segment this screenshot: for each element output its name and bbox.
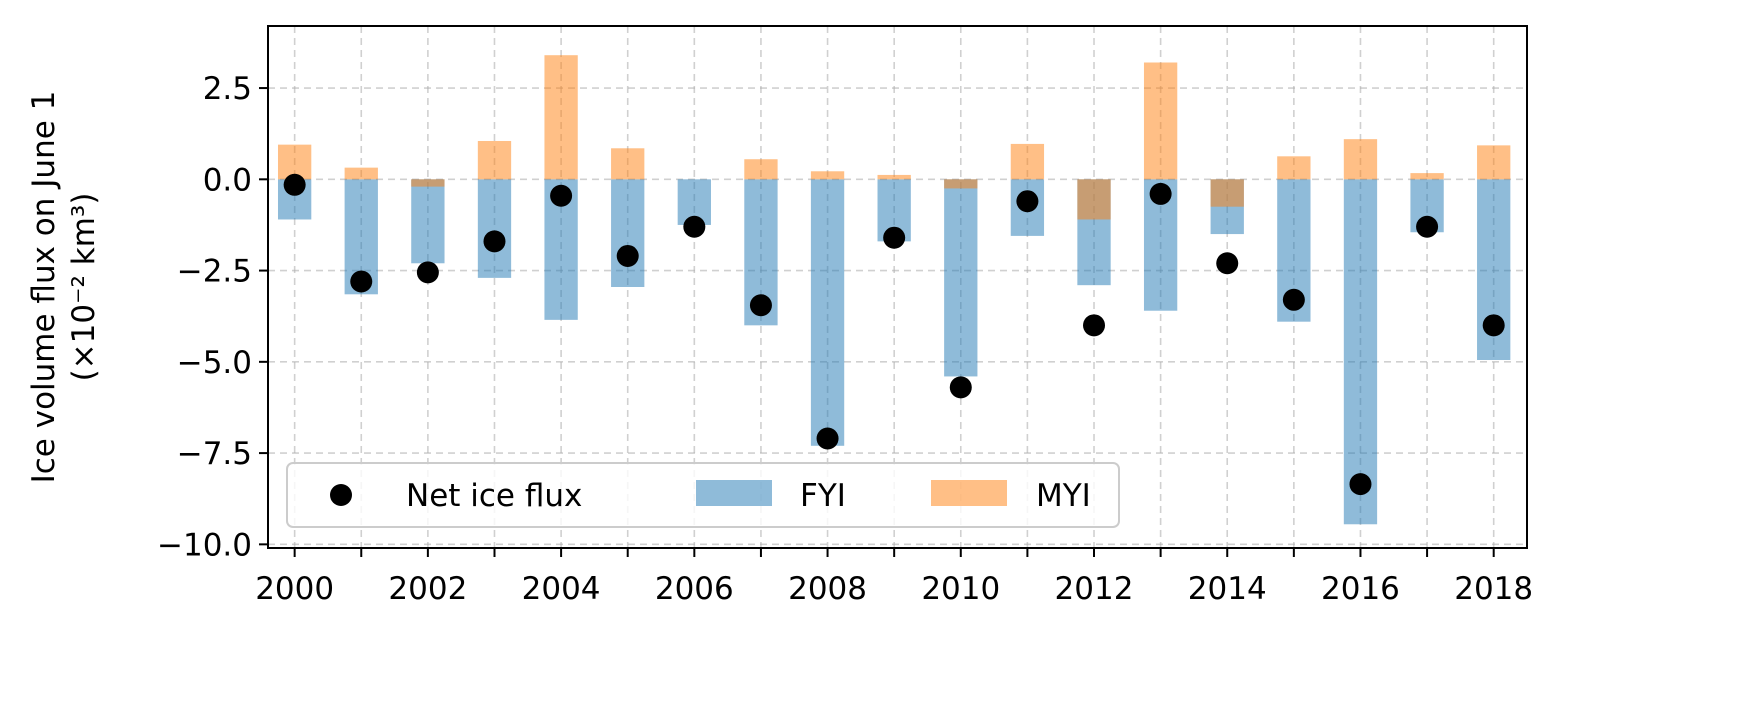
- x-tick-label: 2014: [1188, 571, 1267, 607]
- bar-myi: [1210, 179, 1244, 207]
- bar-myi: [611, 148, 645, 180]
- net-flux-point: [1216, 252, 1239, 275]
- x-axis: 2000 2002 2004 2006 2008 2010 2012 2014 2016 2018: [255, 548, 1533, 607]
- bar-fyi: [411, 179, 445, 264]
- net-flux-point: [483, 230, 506, 253]
- bar-myi: [277, 144, 312, 180]
- net-flux-point: [816, 427, 839, 450]
- bar-myi: [477, 140, 512, 180]
- legend-swatch-fyi: [696, 480, 772, 506]
- net-flux-point: [1149, 182, 1172, 205]
- bar-myi: [544, 55, 578, 180]
- x-tick-label: 2004: [522, 571, 601, 607]
- net-flux-point: [350, 270, 373, 293]
- net-flux-point: [550, 184, 573, 207]
- y-tick-label: 2.5: [203, 71, 252, 107]
- net-flux-point: [1416, 215, 1439, 238]
- net-flux-point: [1349, 473, 1372, 496]
- net-flux-point: [883, 226, 906, 249]
- net-flux-point: [949, 376, 972, 399]
- bar-fyi: [611, 179, 645, 287]
- bar-myi: [877, 174, 911, 180]
- bar-myi: [1143, 62, 1178, 180]
- bar-fyi: [944, 179, 978, 377]
- plot-frame: [267, 25, 1528, 549]
- legend-label-net-ice-flux: Net ice flux: [406, 478, 582, 514]
- x-tick-label: 2008: [788, 571, 867, 607]
- x-tick-label: 2002: [388, 571, 467, 607]
- bar-myi: [411, 179, 445, 187]
- net-flux-point: [749, 294, 772, 317]
- y-axis-label-line2: (×10⁻² km³): [66, 193, 102, 382]
- y-tick-label: −5.0: [177, 345, 252, 381]
- bar-fyi: [1343, 179, 1378, 525]
- bar-myi: [1410, 173, 1444, 180]
- legend: Net ice flux FYI MYI: [286, 462, 1120, 528]
- bar-fyi: [810, 179, 845, 446]
- net-flux-point: [1016, 190, 1039, 213]
- x-tick-label: 2010: [921, 571, 1000, 607]
- x-tick-label: 2006: [655, 571, 734, 607]
- y-tick-label: −7.5: [177, 436, 252, 472]
- bar-myi: [944, 179, 978, 189]
- net-flux-point: [283, 173, 306, 196]
- bar-myi: [1277, 156, 1311, 180]
- x-tick-label: 2018: [1454, 571, 1533, 607]
- net-flux-point: [1482, 314, 1505, 337]
- bar-myi: [1343, 139, 1378, 180]
- bar-myi: [1077, 179, 1111, 220]
- legend-swatch-myi: [931, 480, 1007, 506]
- y-axis: 2.5 0.0 −2.5 −5.0 −7.5 −10.0: [157, 71, 268, 563]
- legend-label-myi: MYI: [1036, 478, 1091, 514]
- net-flux-point: [1083, 314, 1106, 337]
- y-tick-label: −2.5: [177, 254, 252, 290]
- x-tick-label: 2016: [1321, 571, 1400, 607]
- legend-label-fyi: FYI: [800, 478, 846, 514]
- legend-marker-net-ice-flux: [330, 484, 352, 506]
- y-axis-label-line1: Ice volume flux on June 1: [26, 91, 62, 484]
- bar-myi: [1477, 145, 1511, 180]
- net-flux-point: [416, 261, 439, 284]
- y-tick-label: −10.0: [157, 527, 252, 563]
- bar-myi: [744, 159, 778, 180]
- x-tick-label: 2012: [1055, 571, 1134, 607]
- bar-fyi: [477, 179, 512, 278]
- bar-myi: [1010, 143, 1045, 180]
- bar-myi: [810, 171, 845, 180]
- net-flux-point: [683, 215, 706, 238]
- net-flux-point: [616, 244, 639, 267]
- y-tick-label: 0.0: [203, 162, 252, 198]
- net-flux-point: [1282, 288, 1305, 311]
- net-flux-points: [283, 173, 1505, 496]
- x-tick-label: 2000: [255, 571, 334, 607]
- bar-myi: [344, 167, 378, 180]
